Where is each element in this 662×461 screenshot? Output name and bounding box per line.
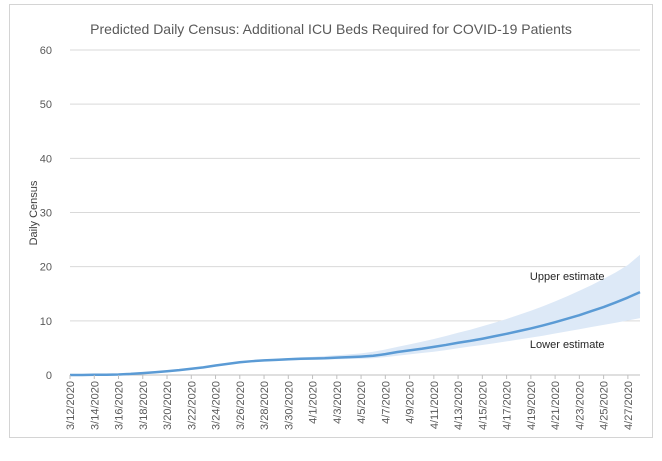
- x-tick-label: 4/1/2020: [308, 381, 320, 424]
- x-tick-label: 4/21/2020: [550, 381, 562, 430]
- x-tick-label: 3/20/2020: [162, 381, 174, 430]
- x-tick-label: 3/12/2020: [65, 381, 77, 430]
- series-lines: [70, 290, 641, 377]
- x-tick-label: 3/14/2020: [89, 381, 101, 430]
- y-axis-ticks: 0 10 20 30 40 50 60: [40, 45, 52, 382]
- estimate-band-area: [70, 254, 640, 375]
- x-tick-label: 3/24/2020: [211, 381, 223, 430]
- x-tick-label: 4/7/2020: [380, 381, 392, 424]
- x-tick-label: 3/18/2020: [138, 381, 150, 430]
- x-tick-label: 3/22/2020: [186, 381, 198, 430]
- x-tick-label: 4/11/2020: [429, 381, 441, 429]
- y-tick-label: 30: [40, 208, 52, 220]
- estimate-band: [70, 254, 640, 375]
- series-line-0: [70, 290, 641, 377]
- x-tick-label: 4/5/2020: [356, 381, 368, 424]
- x-tick-label: 4/17/2020: [502, 381, 514, 430]
- x-tick-label: 4/23/2020: [574, 381, 586, 430]
- chart-title: Predicted Daily Census: Additional ICU B…: [90, 21, 572, 37]
- x-tick-label: 4/9/2020: [405, 381, 417, 424]
- x-tick-label: 4/25/2020: [599, 381, 611, 430]
- x-tick-label: 4/15/2020: [477, 381, 489, 430]
- x-tick-label: 3/16/2020: [114, 381, 126, 430]
- x-tick-label: 4/13/2020: [453, 381, 465, 430]
- x-tick-label: 4/3/2020: [332, 381, 344, 424]
- x-tick-label: 3/26/2020: [235, 381, 247, 430]
- chart-frame: [9, 4, 653, 438]
- y-axis-label: Daily Census: [28, 180, 40, 245]
- x-tick-label: 3/28/2020: [259, 381, 271, 430]
- annotations: Upper estimate Lower estimate: [530, 271, 605, 351]
- y-tick-label: 0: [46, 370, 52, 382]
- y-tick-label: 10: [40, 316, 52, 328]
- lower-estimate-label: Lower estimate: [530, 339, 605, 351]
- y-tick-label: 20: [40, 262, 52, 274]
- x-tick-label: 4/19/2020: [526, 381, 538, 430]
- x-tick-label: 4/27/2020: [623, 381, 635, 430]
- y-tick-label: 40: [40, 153, 52, 165]
- x-tick-label: 3/30/2020: [283, 381, 295, 430]
- y-tick-label: 60: [40, 45, 52, 57]
- y-tick-label: 50: [40, 99, 52, 111]
- x-axis-ticks: 3/12/2020 3/14/2020 3/16/2020 3/18/2020 3/20…: [65, 375, 635, 430]
- upper-estimate-label: Upper estimate: [530, 271, 605, 283]
